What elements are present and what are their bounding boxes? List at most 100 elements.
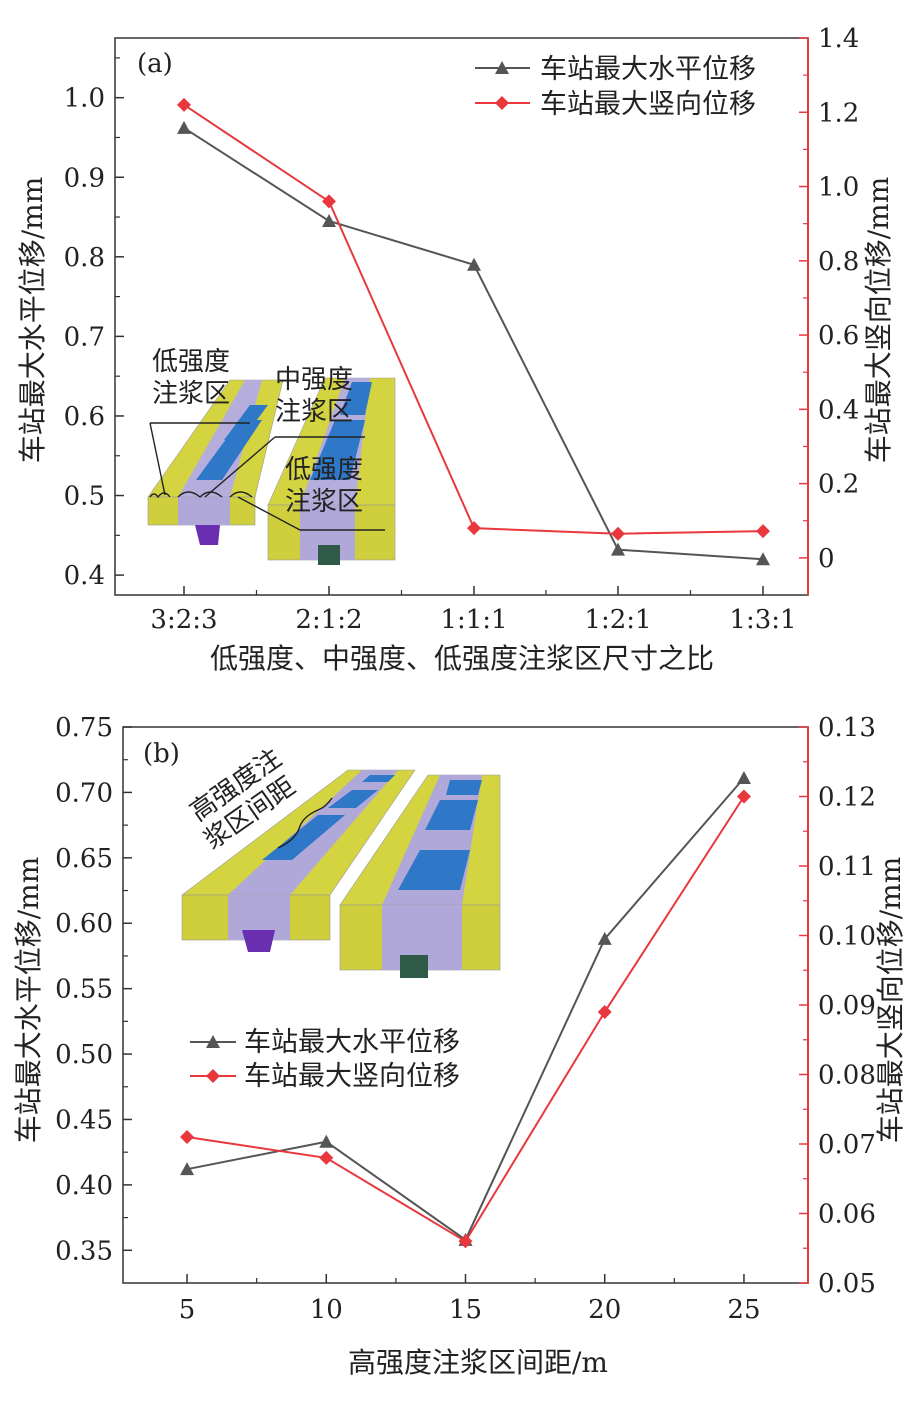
y-tick-label-right-a: 0 <box>818 544 835 574</box>
y-tick-label-right-b: 0.05 <box>818 1269 876 1299</box>
data-point-b-1 <box>319 1150 334 1165</box>
y-tick-label-right-b: 0.13 <box>818 713 876 743</box>
legend-a: 车站最大水平位移 车站最大竖向位移 <box>475 54 756 120</box>
data-point-b-0 <box>180 1162 195 1176</box>
data-point-b-0 <box>736 771 751 785</box>
y-axis-label-right-b: 车站最大竖向位移/mm <box>874 857 907 1144</box>
data-point-a-0 <box>322 214 336 228</box>
y-tick-label-left-b: 0.40 <box>55 1171 113 1201</box>
legend-a-horizontal: 车站最大水平位移 <box>540 54 756 85</box>
data-point-a-0 <box>611 542 625 556</box>
legend-b: 车站最大水平位移 车站最大竖向位移 <box>190 1027 460 1092</box>
y-tick-label-right-a: 0.2 <box>818 470 859 500</box>
data-point-b-1 <box>458 1234 473 1249</box>
y-tick-label-left-a: 0.9 <box>64 163 105 193</box>
inset-label-low-1-line1: 低强度注浆区 <box>152 347 230 409</box>
legend-b-horizontal: 车站最大水平位移 <box>244 1027 460 1058</box>
data-point-b-1 <box>736 789 751 804</box>
x-tick-label-b: 20 <box>588 1295 621 1325</box>
y-tick-label-right-a: 1.2 <box>818 98 859 128</box>
y-tick-label-left-a: 0.4 <box>64 561 105 591</box>
legend-a-triangle-marker <box>495 61 509 74</box>
y-tick-label-left-a: 1.0 <box>64 84 105 114</box>
y-tick-label-left-a: 0.8 <box>64 243 105 273</box>
data-point-a-0 <box>467 257 481 271</box>
tunnel-a-right <box>318 545 340 565</box>
panel-b: 高强度注 浆区间距 0.35 0.40 0.45 0.50 0.55 0.60 0.65 0.… <box>12 713 907 1379</box>
x-tick-label-a: 1:2:1 <box>584 605 651 635</box>
y-tick-label-right-a: 0.4 <box>818 395 859 425</box>
y-tick-label-left-a: 0.5 <box>64 482 105 512</box>
legend-a-diamond-marker <box>495 96 509 110</box>
x-tick-label-a: 1:3:1 <box>729 605 796 635</box>
x-tick-label-b: 15 <box>449 1295 482 1325</box>
data-point-a-0 <box>177 120 191 134</box>
y-tick-label-right-a: 1.4 <box>818 24 859 54</box>
y-tick-label-left-b: 0.35 <box>55 1236 113 1266</box>
x-axis-label-b: 高强度注浆区间距/m <box>348 1346 608 1379</box>
y-tick-label-left-b: 0.75 <box>55 713 113 743</box>
data-point-b-0 <box>319 1134 334 1148</box>
y-tick-label-right-b: 0.06 <box>818 1200 876 1230</box>
inset-label-mid-line: 中强度 <box>275 365 353 395</box>
tunnel-a-left <box>195 525 220 545</box>
legend-b-vertical: 车站最大竖向位移 <box>244 1061 460 1092</box>
y-axis-label-left-a: 车站最大水平位移/mm <box>16 177 49 464</box>
y-tick-label-right-b: 0.10 <box>818 922 876 952</box>
y-tick-label-right-b: 0.09 <box>818 991 876 1021</box>
tunnel-b-right <box>400 955 428 978</box>
y-tick-label-right-a: 0.6 <box>818 321 859 351</box>
x-tick-label-b: 5 <box>179 1295 196 1325</box>
data-point-a-0 <box>756 552 770 566</box>
x-tick-label-a: 2:1:2 <box>295 605 362 635</box>
series-line-a-1 <box>183 104 764 535</box>
series-line-a-0 <box>183 127 764 561</box>
x-tick-label-a: 1:1:1 <box>440 605 507 635</box>
data-point-a-1 <box>177 97 191 112</box>
y-tick-label-left-b: 0.50 <box>55 1040 113 1070</box>
y-tick-label-right-b: 0.12 <box>818 783 876 813</box>
inset-label-low-2-line: 注浆区 <box>285 487 363 517</box>
y-tick-label-right-b: 0.08 <box>818 1061 876 1091</box>
inset-label-low-2-line: 低强度 <box>285 455 363 485</box>
inset-label-low-1-line: 注浆区 <box>152 379 230 409</box>
inset-label-mid-line: 注浆区 <box>275 397 353 427</box>
data-point-a-1 <box>322 194 336 209</box>
y-tick-label-left-a: 0.6 <box>64 402 105 432</box>
x-axis-label-a: 低强度、中强度、低强度注浆区尺寸之比 <box>210 642 714 675</box>
inset-model-b: 高强度注 浆区间距 <box>181 743 501 978</box>
inset-label-low-2: 低强度注浆区 <box>285 455 363 517</box>
data-point-a-1 <box>611 526 625 541</box>
x-tick-label-b: 10 <box>310 1295 343 1325</box>
panel-a: 低强度注浆区 中强度注浆区 低强度注浆区 0.40.50.60.70.80.91… <box>16 24 895 675</box>
y-tick-label-left-b: 0.70 <box>55 778 113 808</box>
legend-b-diamond-marker <box>206 1069 220 1083</box>
panel-label-a: (a) <box>137 49 173 79</box>
y-tick-label-left-b: 0.45 <box>55 1105 113 1135</box>
y-tick-label-left-b: 0.55 <box>55 975 113 1005</box>
data-point-b-0 <box>597 931 612 945</box>
inset-label-low-1-line: 低强度 <box>152 347 230 377</box>
x-tick-label-a: 3:2:3 <box>150 605 217 635</box>
y-tick-label-right-b: 0.11 <box>818 852 876 882</box>
legend-a-vertical: 车站最大竖向位移 <box>540 89 756 120</box>
inset-model-a: 低强度注浆区 中强度注浆区 低强度注浆区 <box>147 347 396 565</box>
tunnel-b-left <box>242 930 275 952</box>
y-axis-label-left-b: 车站最大水平位移/mm <box>12 857 45 1144</box>
y-tick-label-right-b: 0.07 <box>818 1130 876 1160</box>
legend-b-triangle-marker <box>206 1035 220 1048</box>
inset-label-mid-line1: 中强度注浆区 <box>275 365 353 427</box>
data-point-b-1 <box>180 1130 195 1145</box>
y-axis-label-right-a: 车站最大竖向位移/mm <box>862 177 895 464</box>
panel-label-b: (b) <box>143 739 180 769</box>
data-point-a-1 <box>467 521 481 536</box>
data-point-a-1 <box>756 524 770 539</box>
x-tick-label-b: 25 <box>727 1295 760 1325</box>
y-tick-label-right-a: 0.8 <box>818 247 859 277</box>
y-tick-label-left-b: 0.60 <box>55 909 113 939</box>
data-point-b-1 <box>597 1004 612 1019</box>
y-tick-label-right-a: 1.0 <box>818 173 859 203</box>
y-tick-label-left-a: 0.7 <box>64 322 105 352</box>
y-tick-label-left-b: 0.65 <box>55 844 113 874</box>
